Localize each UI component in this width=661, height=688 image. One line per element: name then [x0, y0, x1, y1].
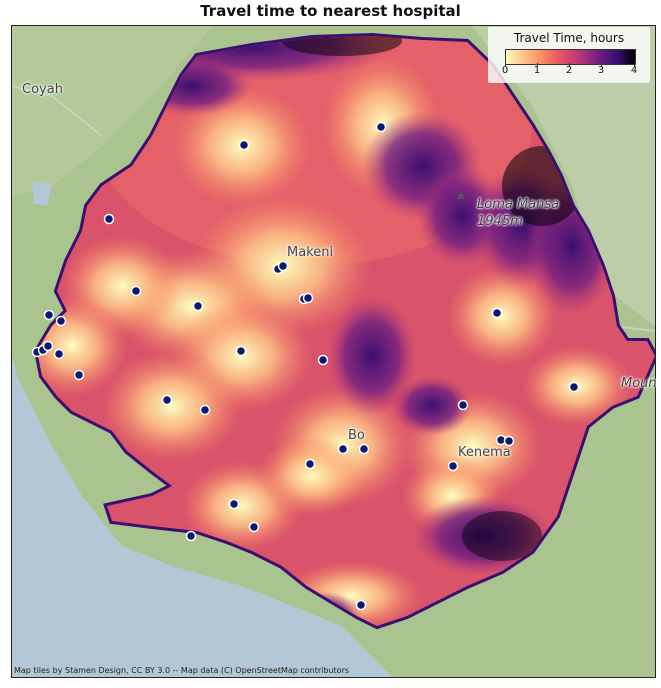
hospital-marker[interactable] — [337, 443, 349, 455]
hospital-marker[interactable] — [238, 139, 250, 151]
hospital-marker[interactable] — [161, 394, 173, 406]
colorbar-tick-label: 3 — [597, 65, 605, 76]
place-label-makeni: Makeni — [287, 245, 334, 260]
hospital-marker[interactable] — [55, 315, 67, 327]
colorbar-tickmark — [505, 63, 506, 66]
colorbar-tick-label: 2 — [565, 65, 573, 76]
hospital-marker[interactable] — [375, 121, 387, 133]
place-label-coyah: Coyah — [22, 82, 63, 97]
place-label-bo: Bo — [348, 428, 365, 443]
hospital-marker[interactable] — [358, 443, 370, 455]
place-label-kenema: Kenema — [458, 445, 511, 460]
colorbar-tick-label: 1 — [533, 65, 541, 76]
hospital-marker[interactable] — [192, 300, 204, 312]
place-label-mount: Moun — [621, 376, 657, 391]
hospital-marker[interactable] — [491, 307, 503, 319]
hospital-marker[interactable] — [130, 285, 142, 297]
colorbar-tick-label: 0 — [501, 65, 509, 76]
hospital-marker[interactable] — [199, 404, 211, 416]
hospital-marker[interactable] — [355, 599, 367, 611]
hospital-marker[interactable] — [457, 399, 469, 411]
map-canvas[interactable] — [12, 26, 655, 677]
river-estuary — [32, 181, 52, 206]
peak-icon — [457, 191, 465, 199]
hospital-marker[interactable] — [228, 498, 240, 510]
hospital-marker[interactable] — [103, 213, 115, 225]
hospital-marker[interactable] — [447, 460, 459, 472]
road — [12, 85, 103, 137]
colorbar-legend: Travel Time, hours 0 1 2 3 4 — [488, 27, 650, 83]
map-frame[interactable] — [11, 25, 656, 678]
map-attribution: Map tiles by Stamen Design, CC BY 3.0 --… — [14, 666, 350, 675]
hospital-marker[interactable] — [73, 369, 85, 381]
hospital-marker[interactable] — [503, 435, 515, 447]
hospital-marker[interactable] — [304, 458, 316, 470]
colorbar-tickmark — [537, 63, 538, 66]
hospital-marker[interactable] — [302, 292, 314, 304]
hospital-marker[interactable] — [317, 354, 329, 366]
colorbar-tick-label: 4 — [630, 65, 638, 76]
legend-title: Travel Time, hours — [513, 31, 625, 45]
hospital-marker[interactable] — [53, 348, 65, 360]
hospital-markers — [31, 121, 580, 611]
map-title: Travel time to nearest hospital — [200, 2, 461, 20]
colorbar-tickmark — [601, 63, 602, 66]
place-label-elevation: 1945m — [477, 214, 523, 229]
colorbar — [505, 49, 636, 65]
colorbar-tickmark — [569, 63, 570, 66]
hospital-marker[interactable] — [277, 260, 289, 272]
hospital-marker[interactable] — [568, 381, 580, 393]
land-highlands-nw — [12, 26, 212, 196]
colorbar-tickmark — [634, 63, 635, 66]
hospital-marker[interactable] — [185, 530, 197, 542]
hospital-marker[interactable] — [235, 345, 247, 357]
land-highlands-ne — [472, 26, 655, 326]
hospital-marker[interactable] — [42, 340, 54, 352]
place-label-loma-mansa: Loma Mansa — [477, 197, 560, 212]
hospital-marker[interactable] — [248, 521, 260, 533]
hospital-marker[interactable] — [43, 309, 55, 321]
